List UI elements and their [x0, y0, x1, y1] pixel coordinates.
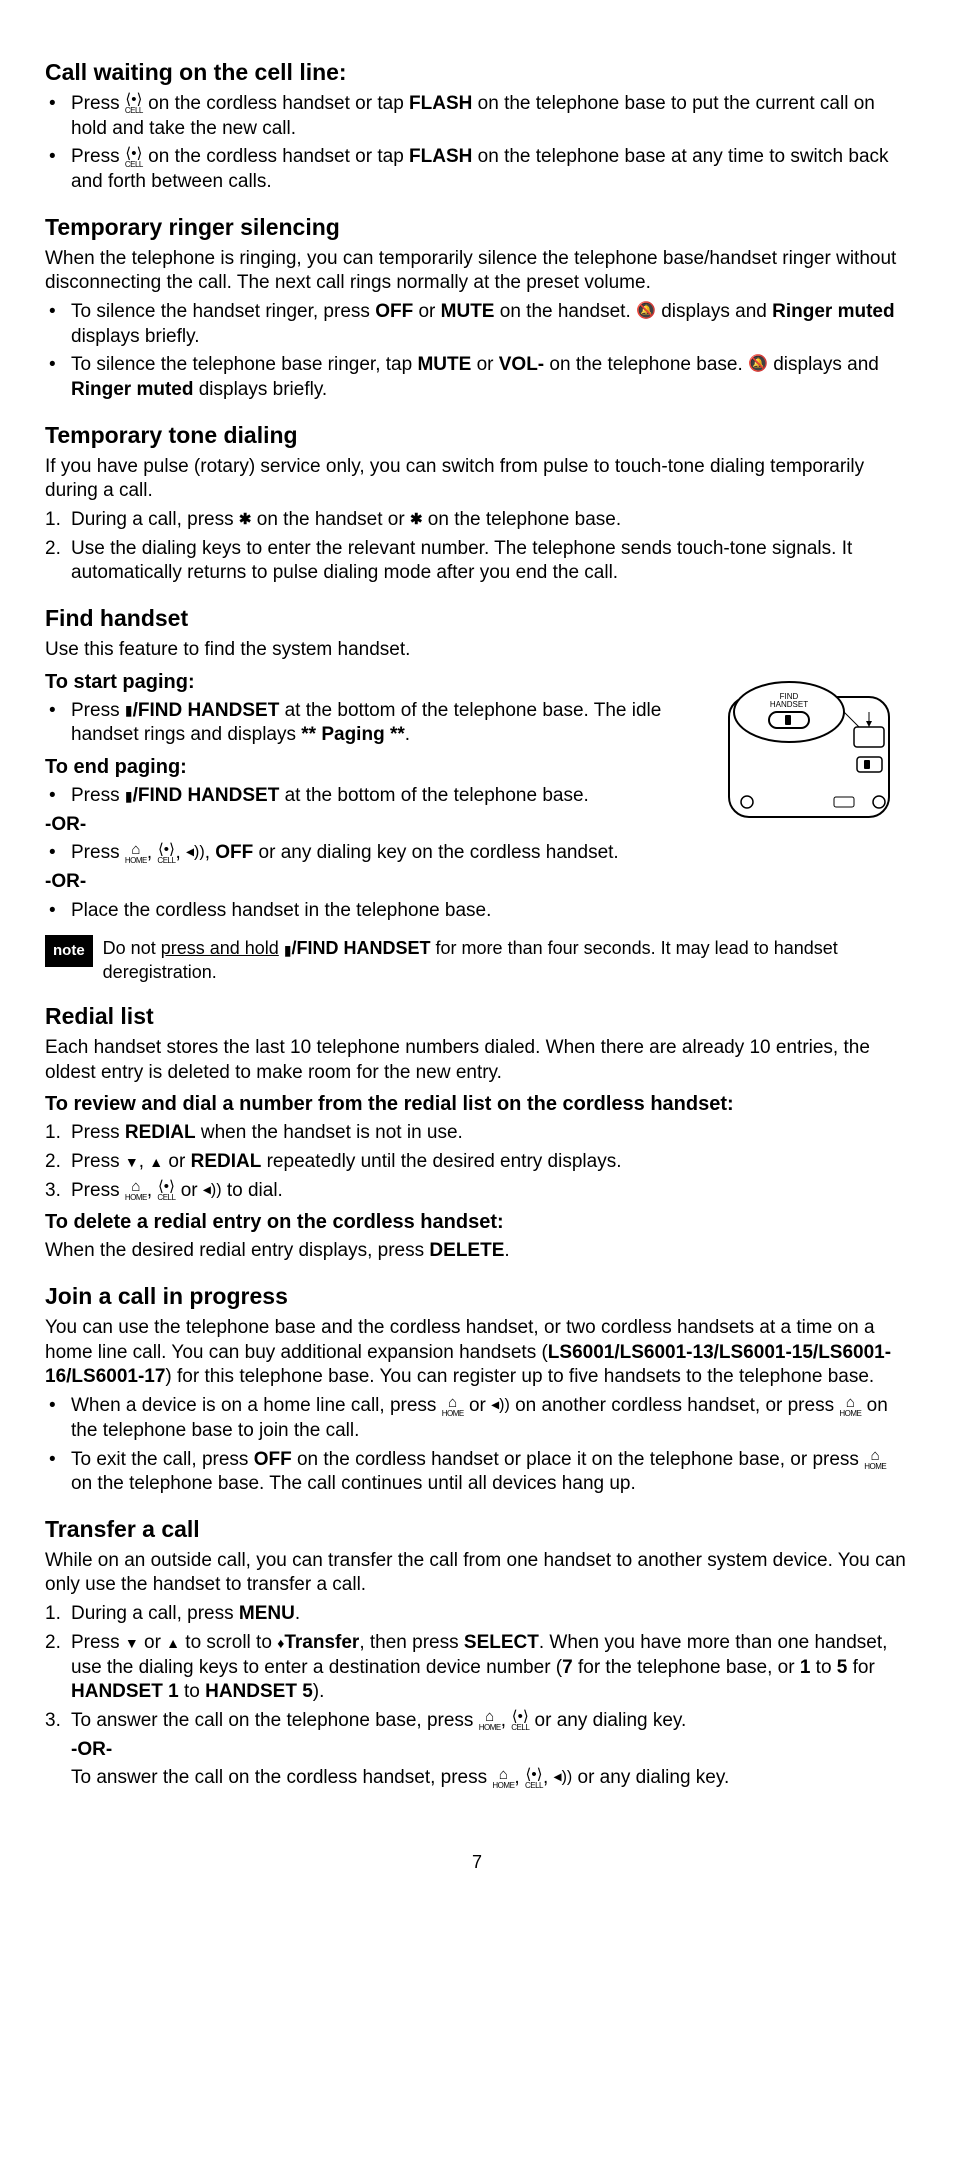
list-item: 2. Use the dialing keys to enter the rel…: [45, 537, 909, 586]
list-item: Press ▮/FIND HANDSET at the bottom of th…: [45, 699, 909, 748]
list-item: Press ⟨•⟩CELL on the cordless handset or…: [45, 92, 909, 141]
bullet-list: Press ▮/FIND HANDSET at the bottom of th…: [45, 699, 909, 748]
up-arrow-icon: ▲: [166, 1635, 180, 1651]
note-text: Do not press and hold ▮/FIND HANDSET for…: [103, 935, 909, 984]
list-item: Press ⟨•⟩CELL on the cordless handset or…: [45, 145, 909, 194]
down-arrow-icon: ▼: [125, 1154, 139, 1170]
note-label: note: [45, 935, 93, 967]
list-item: To silence the telephone base ringer, ta…: [45, 353, 909, 402]
handset-icon: ▮: [125, 787, 133, 805]
speaker-icon: ◂)): [186, 844, 205, 861]
speaker-icon: ◂)): [203, 1181, 222, 1198]
home-icon: ⌂HOME: [839, 1395, 861, 1418]
section-heading: Find handset: [45, 604, 909, 634]
bullet-list: Press ⌂HOME, ⟨•⟩CELL, ◂)), OFF or any di…: [45, 841, 909, 866]
list-item: 3. Press ⌂HOME, ⟨•⟩CELL or ◂)) to dial.: [45, 1179, 909, 1204]
list-item: Press ⌂HOME, ⟨•⟩CELL, ◂)), OFF or any di…: [45, 841, 909, 866]
or-label: -OR-: [71, 1738, 909, 1763]
cell-icon: ⟨•⟩CELL: [125, 146, 143, 169]
cell-icon: ⟨•⟩CELL: [157, 1179, 175, 1202]
list-item: 3. To answer the call on the telephone b…: [45, 1709, 909, 1791]
section-heading: Temporary tone dialing: [45, 421, 909, 451]
section-heading: Redial list: [45, 1002, 909, 1032]
paragraph: While on an outside call, you can transf…: [45, 1549, 909, 1598]
bullet-list: To silence the handset ringer, press OFF…: [45, 300, 909, 403]
home-icon: ⌂HOME: [864, 1448, 886, 1471]
home-icon: ⌂HOME: [442, 1395, 464, 1418]
home-icon: ⌂HOME: [492, 1767, 514, 1790]
speaker-icon: ◂)): [491, 1397, 510, 1414]
home-icon: ⌂HOME: [125, 842, 147, 865]
list-item: 2. Press ▼ or ▲ to scroll to ♦Transfer, …: [45, 1631, 909, 1705]
numbered-list: 1. During a call, press ✱ on the handset…: [45, 508, 909, 586]
section-heading: Temporary ringer silencing: [45, 213, 909, 243]
list-item: 2. Press ▼, ▲ or REDIAL repeatedly until…: [45, 1150, 909, 1175]
or-label: -OR-: [45, 870, 909, 895]
handset-icon: ▮: [284, 941, 292, 959]
cell-icon: ⟨•⟩CELL: [157, 842, 175, 865]
numbered-list: 1. During a call, press MENU. 2. Press ▼…: [45, 1602, 909, 1791]
note-box: note Do not press and hold ▮/FIND HANDSE…: [45, 935, 909, 984]
page-number: 7: [45, 1851, 909, 1874]
list-item: Press ▮/FIND HANDSET at the bottom of th…: [45, 784, 909, 809]
cell-icon: ⟨•⟩CELL: [525, 1767, 543, 1790]
paragraph: When the desired redial entry displays, …: [45, 1239, 909, 1264]
speaker-icon: ◂)): [554, 1769, 573, 1786]
list-item-alt: To answer the call on the cordless hands…: [71, 1766, 909, 1791]
list-item: To exit the call, press OFF on the cordl…: [45, 1448, 909, 1497]
cell-icon: ⟨•⟩CELL: [511, 1709, 529, 1732]
bullet-list: When a device is on a home line call, pr…: [45, 1394, 909, 1497]
paragraph: You can use the telephone base and the c…: [45, 1316, 909, 1390]
bullet-list: Place the cordless handset in the teleph…: [45, 899, 909, 924]
star-tone-icon: ✱: [239, 511, 252, 528]
bullet-list: Press ⟨•⟩CELL on the cordless handset or…: [45, 92, 909, 195]
cell-icon: ⟨•⟩CELL: [125, 92, 143, 115]
home-icon: ⌂HOME: [479, 1709, 501, 1732]
up-arrow-icon: ▲: [149, 1154, 163, 1170]
handset-icon: ▮: [125, 701, 133, 719]
bullet-list: Press ▮/FIND HANDSET at the bottom of th…: [45, 784, 909, 809]
mute-icon: 🔕: [636, 302, 656, 319]
list-item: To silence the handset ringer, press OFF…: [45, 300, 909, 349]
section-heading: Transfer a call: [45, 1515, 909, 1545]
star-icon: ✱: [410, 511, 423, 528]
list-item: 1. Press REDIAL when the handset is not …: [45, 1121, 909, 1146]
sub-heading: To delete a redial entry on the cordless…: [45, 1209, 909, 1235]
section-heading: Join a call in progress: [45, 1282, 909, 1312]
paragraph: When the telephone is ringing, you can t…: [45, 247, 909, 296]
numbered-list: 1. Press REDIAL when the handset is not …: [45, 1121, 909, 1203]
list-item: 1. During a call, press MENU.: [45, 1602, 909, 1627]
paragraph: Each handset stores the last 10 telephon…: [45, 1036, 909, 1085]
down-arrow-icon: ▼: [125, 1635, 139, 1651]
mute-icon: 🔕: [748, 356, 768, 373]
paragraph: If you have pulse (rotary) service only,…: [45, 455, 909, 504]
section-heading: Call waiting on the cell line:: [45, 58, 909, 88]
sub-heading: To review and dial a number from the red…: [45, 1091, 909, 1117]
list-item: 1. During a call, press ✱ on the handset…: [45, 508, 909, 533]
list-item: Place the cordless handset in the teleph…: [45, 899, 909, 924]
home-icon: ⌂HOME: [125, 1179, 147, 1202]
list-item: When a device is on a home line call, pr…: [45, 1394, 909, 1443]
